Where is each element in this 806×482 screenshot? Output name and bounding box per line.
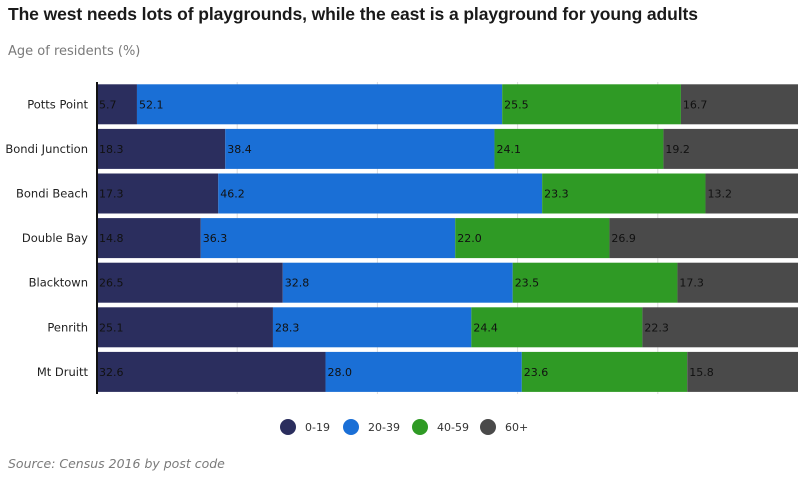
bar-0-19 bbox=[97, 307, 273, 348]
category-label: Bondi Beach bbox=[16, 187, 88, 201]
legend-swatch bbox=[412, 419, 428, 435]
bar-0-19 bbox=[97, 128, 226, 169]
bar-40-59 bbox=[455, 218, 610, 259]
bar-40-59 bbox=[502, 84, 681, 125]
bar-0-19 bbox=[97, 218, 201, 259]
category-label: Penrith bbox=[47, 320, 88, 334]
category-label: Blacktown bbox=[29, 276, 88, 290]
data-label: 25.1 bbox=[99, 321, 124, 334]
data-label: 28.0 bbox=[328, 366, 353, 379]
legend-label: 60+ bbox=[505, 421, 528, 434]
bar-20-39 bbox=[200, 218, 456, 259]
data-label: 5.7 bbox=[99, 98, 117, 111]
data-label: 19.2 bbox=[665, 143, 690, 156]
bar-60+ bbox=[677, 262, 798, 303]
bar-60+ bbox=[705, 173, 798, 214]
bar-40-59 bbox=[521, 351, 688, 392]
data-labels: 5.7 52.1 25.5 16.7 18.3 38.4 24.1 19.2 17.3 46.2 2… bbox=[99, 98, 732, 379]
data-label: 17.3 bbox=[679, 277, 704, 290]
bar-0-19 bbox=[97, 262, 283, 303]
chart-subtitle: Age of residents (%) bbox=[8, 44, 141, 59]
category-labels: Potts Point Bondi Junction Bondi Beach Doub… bbox=[5, 97, 88, 379]
data-label: 18.3 bbox=[99, 143, 124, 156]
data-label: 16.7 bbox=[683, 98, 708, 111]
bar-20-39 bbox=[282, 262, 513, 303]
data-label: 15.8 bbox=[689, 366, 714, 379]
data-label: 22.0 bbox=[457, 232, 482, 245]
data-label: 32.6 bbox=[99, 366, 124, 379]
data-label: 13.2 bbox=[707, 188, 732, 201]
legend-swatch bbox=[480, 419, 496, 435]
bar-60+ bbox=[663, 128, 798, 169]
data-label: 22.3 bbox=[644, 321, 669, 334]
data-label: 32.8 bbox=[285, 277, 310, 290]
bar-20-39 bbox=[272, 307, 472, 348]
legend: 0-19 20-39 40-59 60+ bbox=[280, 419, 528, 435]
chart-title: The west needs lots of playgrounds, whil… bbox=[8, 4, 698, 24]
data-label: 17.3 bbox=[99, 188, 124, 201]
bar-20-39 bbox=[218, 173, 543, 214]
bar-0-19 bbox=[97, 351, 326, 392]
data-label: 24.1 bbox=[496, 143, 521, 156]
data-label: 52.1 bbox=[139, 98, 164, 111]
data-label: 38.4 bbox=[227, 143, 252, 156]
data-label: 23.6 bbox=[524, 366, 549, 379]
data-label: 23.3 bbox=[544, 188, 569, 201]
bar-40-59 bbox=[512, 262, 678, 303]
legend-swatch bbox=[280, 419, 296, 435]
data-label: 14.8 bbox=[99, 232, 124, 245]
category-label: Double Bay bbox=[22, 231, 88, 245]
source-note: Source: Census 2016 by post code bbox=[8, 456, 225, 471]
legend-label: 0-19 bbox=[305, 421, 330, 434]
legend-swatch bbox=[343, 419, 359, 435]
bar-20-39 bbox=[225, 128, 495, 169]
bar-0-19 bbox=[97, 173, 219, 214]
bar-60+ bbox=[642, 307, 798, 348]
bar-20-39 bbox=[325, 351, 522, 392]
data-label: 25.5 bbox=[504, 98, 528, 111]
bar-60+ bbox=[609, 218, 798, 259]
bar-60+ bbox=[680, 84, 798, 125]
data-label: 26.5 bbox=[99, 277, 124, 290]
legend-label: 40-59 bbox=[437, 421, 469, 434]
bar-40-59 bbox=[471, 307, 643, 348]
category-label: Potts Point bbox=[27, 97, 88, 111]
bar-20-39 bbox=[136, 84, 503, 125]
bar-0-19 bbox=[97, 84, 137, 125]
data-label: 24.4 bbox=[473, 321, 498, 334]
bar-40-59 bbox=[494, 128, 664, 169]
data-label: 23.5 bbox=[515, 277, 540, 290]
bar-40-59 bbox=[542, 173, 706, 214]
bars bbox=[97, 84, 798, 392]
data-label: 26.9 bbox=[611, 232, 636, 245]
bar-60+ bbox=[687, 351, 798, 392]
category-label: Mt Druitt bbox=[37, 365, 89, 379]
data-label: 46.2 bbox=[220, 188, 245, 201]
legend-label: 20-39 bbox=[368, 421, 400, 434]
data-label: 36.3 bbox=[203, 232, 228, 245]
data-label: 28.3 bbox=[275, 321, 300, 334]
category-label: Bondi Junction bbox=[5, 142, 88, 156]
